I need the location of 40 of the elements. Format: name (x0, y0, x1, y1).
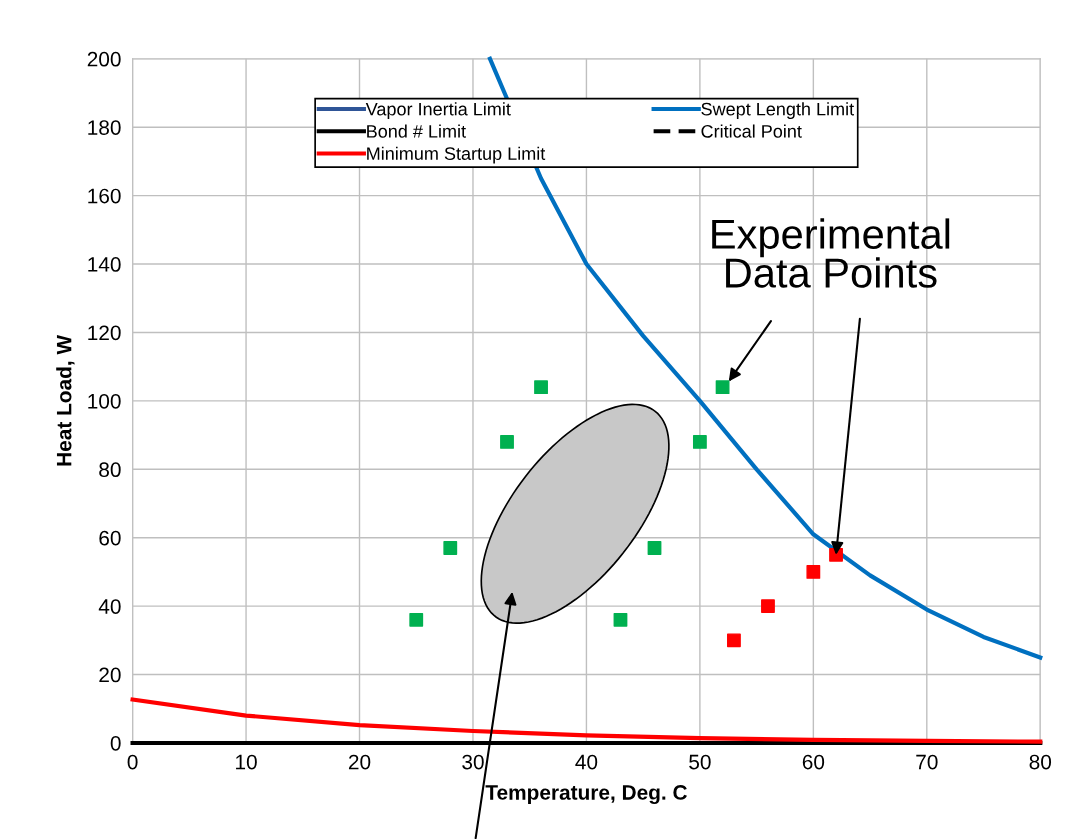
y-tick-label: 200 (87, 51, 121, 67)
point (806, 565, 821, 579)
y-axis-title: Heat Load, W (56, 334, 75, 466)
y-tick-label: 120 (88, 325, 121, 341)
x-tick-label: 30 (462, 754, 484, 770)
line-series (130, 697, 1043, 744)
x-tick-label: 50 (689, 754, 711, 770)
x-tick-label: 80 (1029, 754, 1052, 770)
x-tick-label: 20 (348, 754, 371, 770)
x-tick-label: 0 (127, 754, 138, 770)
y-tick-label: 60 (99, 530, 121, 546)
legend-label: Swept Length Limit (701, 102, 854, 120)
point (409, 612, 424, 627)
point (692, 435, 707, 449)
legend-label: Vapor Inertia Limit (365, 102, 511, 120)
point (715, 380, 730, 395)
y-tick-label: 140 (88, 257, 121, 272)
x-tick-label: 10 (236, 754, 257, 770)
point (443, 541, 458, 555)
y-tick-label: 0 (110, 735, 121, 751)
point (647, 541, 662, 555)
point (761, 599, 775, 614)
x-tick-label: 40 (575, 754, 598, 770)
point (534, 380, 548, 395)
legend-label: Bond # Limit (367, 124, 466, 138)
point (500, 435, 514, 449)
x-tick-label: 60 (802, 754, 825, 770)
x-tick-label: 70 (916, 754, 938, 770)
x-axis-title: Temperature, Deg. C (485, 785, 687, 805)
y-tick-label: 180 (88, 120, 121, 135)
annotation: Experimental Data Points (712, 218, 950, 288)
y-tick-label: 160 (88, 188, 121, 204)
point (727, 633, 741, 648)
y-tick-label: 100 (88, 393, 121, 409)
y-tick-label: 20 (99, 667, 121, 683)
legend-label: Minimum Startup Limit (367, 146, 546, 164)
y-tick-label: 40 (98, 599, 121, 614)
point (613, 612, 628, 627)
legend-label: Critical Point (701, 124, 802, 138)
y-tick-label: 80 (99, 462, 121, 478)
